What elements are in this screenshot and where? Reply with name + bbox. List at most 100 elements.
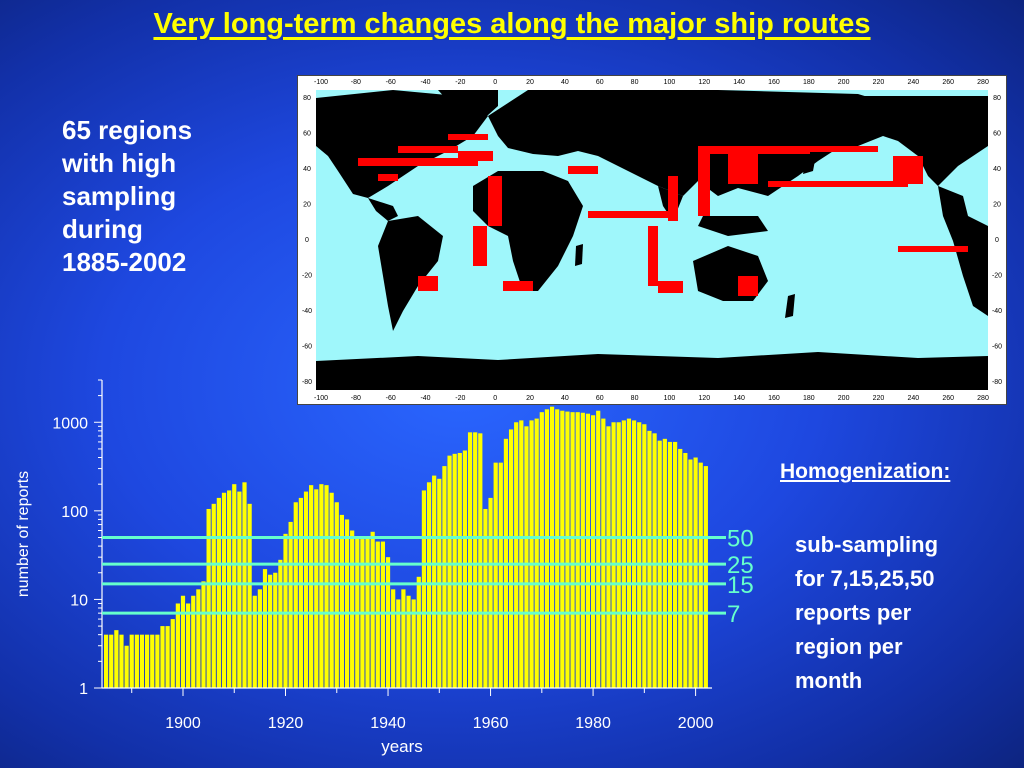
region-cell — [728, 154, 758, 184]
bar — [216, 497, 221, 688]
bar — [155, 634, 160, 688]
map-y-tick: 60 — [993, 131, 1001, 138]
y-tick-label: 10 — [70, 592, 88, 609]
bar — [186, 603, 191, 688]
x-tick-label: 2000 — [678, 715, 714, 732]
bar — [334, 502, 339, 688]
bar — [611, 422, 616, 688]
map-x-tick: 20 — [526, 79, 534, 86]
bar — [514, 422, 519, 688]
bar — [462, 450, 468, 688]
bar — [524, 426, 529, 688]
map-x-tick: 0 — [493, 395, 497, 402]
bar — [473, 432, 478, 688]
bar — [601, 418, 606, 688]
x-tick-label: 1960 — [473, 715, 509, 732]
bar — [350, 530, 355, 688]
bar — [227, 490, 232, 688]
bar — [262, 569, 268, 688]
bar — [498, 462, 503, 688]
region-cell — [588, 211, 678, 218]
y-axis-label: number of reports — [15, 471, 32, 597]
map-x-tick: 180 — [803, 79, 815, 86]
map-y-tick: 20 — [993, 202, 1001, 209]
x-tick-label: 1900 — [165, 715, 201, 732]
bar — [288, 521, 293, 688]
bar — [201, 581, 206, 688]
map-x-tick: 140 — [733, 79, 745, 86]
bar — [119, 634, 124, 688]
map-x-tick: -60 — [386, 79, 396, 86]
bar — [678, 448, 683, 688]
region-cell — [398, 146, 458, 153]
bar — [145, 634, 150, 688]
map-x-tick: 220 — [873, 79, 885, 86]
region-cell — [473, 226, 487, 266]
bar — [647, 430, 652, 688]
homogenization-line: region per — [795, 634, 903, 659]
region-cell — [488, 176, 502, 226]
bar — [319, 484, 324, 688]
map-x-tick: 0 — [493, 79, 497, 86]
bar — [401, 589, 406, 688]
map-y-tick: 80 — [303, 95, 311, 102]
y-tick-label: 1 — [79, 681, 88, 698]
map-x-tick: 180 — [803, 395, 815, 402]
y-tick-label: 1000 — [52, 415, 88, 432]
bar — [432, 475, 437, 688]
region-cell — [893, 156, 923, 184]
bar — [221, 492, 227, 688]
region-cell — [768, 146, 878, 152]
regions-note-line: 65 regions — [62, 115, 193, 145]
map-x-tick: 200 — [838, 79, 850, 86]
map-x-tick: -80 — [351, 395, 361, 402]
bar — [631, 420, 637, 688]
map-x-tick: -20 — [455, 395, 465, 402]
bar — [555, 409, 560, 688]
map-x-tick: 120 — [698, 79, 710, 86]
bar — [124, 645, 129, 688]
region-cell — [668, 176, 678, 221]
land-indonesia — [698, 216, 768, 236]
bar — [483, 508, 488, 688]
map-x-tick: 20 — [526, 395, 534, 402]
region-cell — [648, 226, 658, 286]
land-south-america — [378, 216, 443, 331]
bar — [375, 541, 380, 688]
bar — [652, 433, 657, 688]
map-x-tick: 120 — [698, 395, 710, 402]
bar — [329, 492, 334, 688]
land-eurasia — [488, 90, 908, 196]
bar — [560, 410, 565, 688]
region-cell — [458, 151, 493, 161]
regions-note-line: sampling — [62, 181, 177, 211]
region-cell — [378, 174, 398, 181]
bar — [688, 459, 693, 688]
map-x-tick: 80 — [631, 79, 639, 86]
bar — [175, 603, 180, 688]
bar — [447, 455, 452, 688]
map-y-tick: 20 — [303, 202, 311, 209]
bar — [411, 599, 416, 688]
x-tick-label: 1920 — [268, 715, 304, 732]
bar — [211, 503, 216, 688]
bar — [303, 491, 309, 688]
threshold-label: 7 — [727, 601, 740, 628]
land-central-america — [368, 198, 398, 221]
bar — [452, 453, 457, 688]
region-cell — [710, 146, 810, 154]
bar — [293, 502, 298, 688]
bar — [252, 595, 257, 688]
map-x-tick: -40 — [420, 395, 430, 402]
bar — [508, 429, 514, 688]
bar — [109, 634, 114, 688]
bar — [416, 576, 421, 688]
map-x-tick: -80 — [351, 79, 361, 86]
map-x-tick: 260 — [942, 79, 954, 86]
bar — [257, 589, 262, 688]
map-x-tick: 60 — [596, 79, 604, 86]
bar — [442, 466, 447, 688]
bar — [273, 572, 278, 688]
bar — [544, 409, 550, 688]
land-antarctica — [316, 352, 988, 390]
